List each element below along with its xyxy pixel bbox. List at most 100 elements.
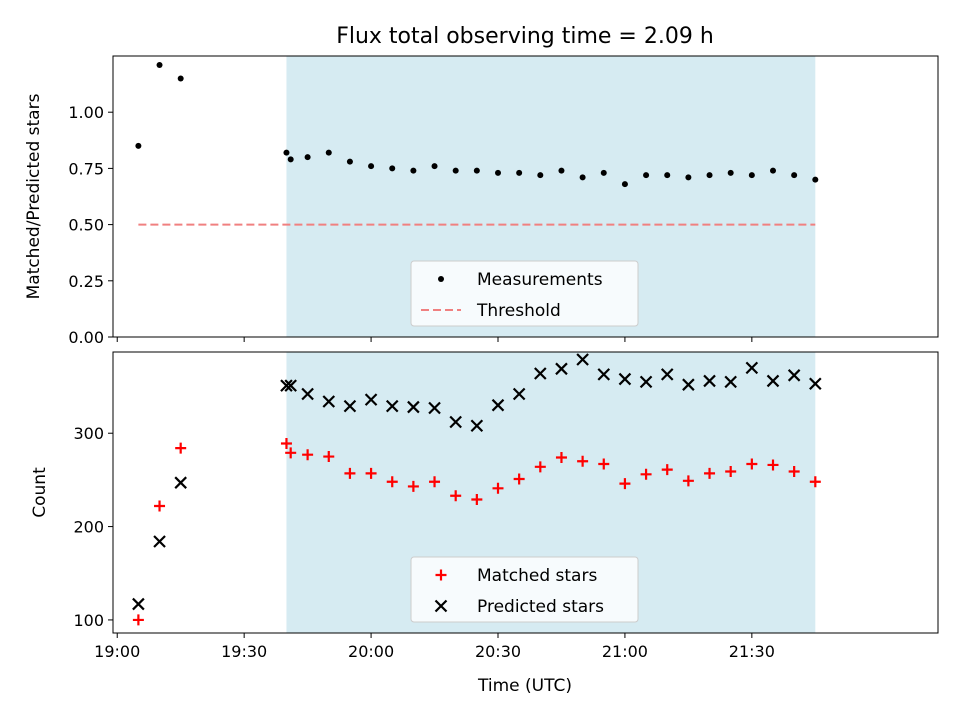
predicted-stars-point: [787, 369, 801, 382]
matched-stars-point: [471, 494, 483, 506]
matched-stars-point: [746, 458, 758, 470]
measurements-point: [621, 181, 628, 188]
matched-stars-point: [555, 451, 567, 463]
measurements-point: [812, 176, 819, 183]
predicted-stars-point: [597, 368, 611, 381]
measurements-point: [156, 61, 163, 68]
predicted-stars-point: [555, 362, 568, 376]
matched-stars-point: [302, 449, 314, 461]
measurements-point: [791, 172, 798, 179]
measurements-point: [664, 172, 671, 179]
measurements-point: [770, 167, 776, 174]
predicted-stars-point: [576, 353, 589, 366]
matched-stars-point: [429, 476, 441, 488]
predicted-stars-point: [407, 400, 420, 414]
ratio-panel: 0.00 0.25 0.50 0.75 1.00 Matched/Predicted s…: [24, 55, 939, 347]
measurements-point: [685, 174, 692, 181]
matched-stars-point: [682, 475, 694, 487]
x-tick-label: 20:30: [475, 642, 521, 661]
measurements-point: [431, 163, 438, 170]
y-tick-label: 100: [73, 611, 104, 630]
predicted-stars-point: [724, 375, 737, 389]
matched-stars-point: [386, 476, 398, 488]
legend-box: [410, 260, 639, 327]
matched-stars-point: [577, 455, 589, 467]
predicted-stars-point: [174, 476, 187, 489]
measurements-point: [495, 169, 501, 176]
plot-frame: [112, 351, 939, 634]
y-tick-label: 0.25: [68, 272, 104, 291]
y-axis-ticks: 0.00 0.25 0.50 0.75 1.00: [68, 103, 113, 347]
predicted-stars-point: [449, 415, 462, 429]
legend-label: Measurements: [477, 270, 603, 290]
measurements-point: [368, 163, 375, 170]
measurements-point: [558, 167, 565, 174]
predicted-stars-point: [322, 395, 336, 408]
measurements-point: [706, 172, 713, 179]
matched-stars-point: [767, 459, 779, 471]
y-axis-label: Count: [30, 467, 50, 518]
matched-stars-point: [154, 500, 166, 512]
measurements-point: [304, 154, 311, 161]
x-tick-label: 19:30: [221, 642, 267, 661]
measurements-point: [579, 174, 586, 181]
measurements-point: [537, 172, 544, 179]
y-tick-label: 1.00: [68, 103, 104, 122]
matched-stars-point: [285, 447, 297, 459]
matched-stars-point: [598, 458, 610, 470]
measurements-point: [600, 169, 607, 176]
x-axis-label: Time (UTC): [477, 676, 572, 696]
measurements-point: [177, 75, 184, 82]
y-tick-label: 0.00: [68, 328, 104, 347]
measurements-point: [473, 167, 480, 174]
matched-stars-point: [492, 482, 504, 494]
predicted-stars-point: [660, 368, 674, 381]
y-tick-label: 0.75: [68, 159, 104, 178]
ratio-marks: [135, 61, 819, 226]
y-axis-label: Matched/Predicted stars: [24, 93, 44, 299]
predicted-stars-point: [618, 372, 632, 386]
matched-stars-point: [704, 467, 716, 479]
predicted-stars-point: [703, 374, 716, 388]
matched-stars-point: [640, 468, 652, 480]
measurements-point: [727, 169, 734, 176]
matched-stars-point: [619, 478, 631, 490]
predicted-stars-point: [284, 379, 297, 392]
measurements-point: [283, 149, 290, 156]
matched-stars-point: [344, 467, 356, 479]
predicted-stars-point: [132, 597, 145, 611]
predicted-stars-point: [512, 387, 526, 401]
y-tick-label: 300: [73, 424, 104, 443]
matched-stars-point: [407, 480, 419, 492]
count-panel: 100 200 300 19:00 19:30 20:00 20:30 21:00 21:30…: [30, 351, 939, 696]
legend-label: Matched stars: [477, 566, 597, 586]
legend: Matched stars Predicted stars: [410, 556, 639, 623]
matched-stars-point: [788, 465, 800, 477]
x-axis-ticks: 19:00 19:30 20:00 20:30 21:00 21:30: [94, 633, 775, 661]
matched-stars-point: [365, 467, 377, 479]
matched-stars-point: [513, 473, 525, 485]
matched-stars-point: [725, 465, 737, 477]
measurements-point: [643, 172, 650, 179]
measurements-point: [389, 165, 396, 172]
y-tick-label: 0.50: [68, 216, 104, 235]
matched-stars-point: [323, 451, 335, 463]
measurements-point: [135, 142, 142, 149]
legend: Measurements Threshold: [410, 260, 639, 327]
y-tick-label: 200: [73, 518, 104, 537]
legend-box: [410, 556, 639, 623]
measurements-point: [748, 172, 755, 179]
predicted-stars-point: [364, 393, 378, 406]
measurements-point: [325, 149, 332, 156]
legend-marker: [435, 569, 447, 581]
matched-stars-point: [809, 476, 821, 488]
predicted-stars-point: [301, 387, 314, 401]
legend-marker: [438, 276, 444, 282]
predicted-stars-point: [153, 535, 166, 548]
predicted-stars-point: [766, 374, 780, 388]
chart-title: Flux total observing time = 2.09 h: [336, 24, 714, 49]
predicted-stars-point: [491, 398, 505, 412]
legend-marker: [434, 599, 448, 613]
predicted-stars-point: [280, 379, 293, 392]
